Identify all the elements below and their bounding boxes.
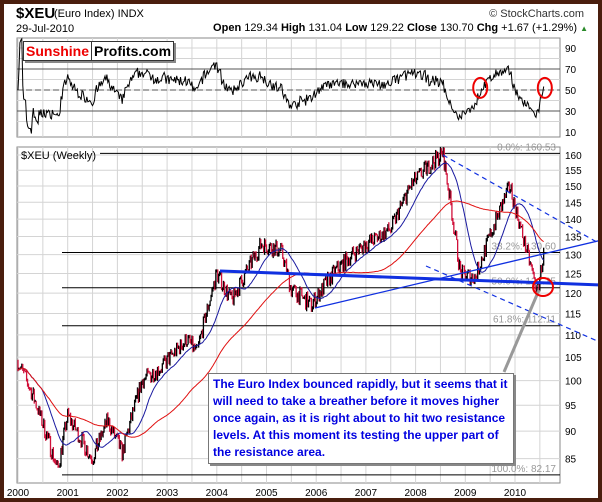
highlight-circle: [536, 76, 553, 99]
y-tick-label: 135: [565, 233, 582, 244]
x-tick-label: 2010: [504, 488, 527, 498]
chg-label: Chg: [476, 22, 499, 34]
rsi-tick-label: 10: [565, 128, 577, 139]
y-tick-label: 115: [565, 310, 581, 321]
y-tick-label: 150: [565, 182, 582, 193]
sunshine-profits-logo: Sunshine Profits.com: [23, 41, 175, 61]
x-tick-label: 2006: [305, 488, 328, 498]
rsi-tick-label: 70: [565, 65, 577, 76]
close-value: 130.70: [440, 22, 474, 34]
y-tick-label: 125: [565, 269, 582, 280]
rsi-tick-label: 50: [565, 86, 577, 97]
up-triangle-icon: ▲: [580, 24, 588, 33]
x-tick-label: 2004: [206, 488, 229, 498]
y-tick-label: 120: [565, 289, 582, 300]
x-tick-label: 2007: [355, 488, 378, 498]
y-tick-label: 85: [565, 455, 577, 466]
x-tick-label: 2005: [255, 488, 278, 498]
y-tick-label: 100: [565, 377, 582, 388]
panel-title: $XEU (Weekly): [21, 150, 96, 162]
rsi-line: [17, 37, 545, 134]
horizontal-support-trendline: [219, 269, 598, 287]
upper-dashed-channel: [442, 154, 598, 244]
close-label: Close: [406, 22, 437, 34]
x-tick-label: 2000: [7, 488, 30, 498]
moving-average-line: [17, 200, 544, 438]
fibonacci-label: 38.2%: 130.60: [492, 241, 557, 252]
y-tick-label: 160: [565, 151, 582, 162]
logo-part1: Sunshine: [24, 42, 93, 60]
date: 29-Jul-2010: [16, 23, 75, 35]
high-value: 131.04: [308, 22, 343, 34]
y-tick-label: 130: [565, 251, 582, 262]
x-tick-label: 2003: [156, 488, 179, 498]
annotation-pointer: [502, 289, 541, 373]
x-tick-label: 2002: [106, 488, 129, 498]
y-tick-label: 145: [565, 198, 582, 209]
rsi-tick-label: 30: [565, 107, 577, 118]
ohlc-readout: Open 129.34 High 131.04 Low 129.22 Close…: [213, 22, 588, 34]
fibonacci-label: 100.0%: 82.17: [492, 464, 557, 475]
symbol: $XEU: [16, 5, 56, 22]
y-tick-label: 90: [565, 427, 577, 438]
low-value: 129.22: [370, 22, 404, 34]
rising-trendline: [314, 240, 598, 309]
y-tick-label: 105: [565, 353, 582, 364]
y-tick-label: 110: [565, 331, 581, 342]
open-value: 129.34: [244, 22, 278, 34]
y-tick-label: 155: [565, 166, 582, 177]
moving-average-line: [17, 162, 545, 448]
y-tick-label: 95: [565, 401, 577, 412]
annotation-note: The Euro Index bounced rapidly, but it s…: [208, 373, 514, 464]
logo-part2: Profits.com: [94, 43, 172, 59]
chg-value: +1.67 (+1.29%): [501, 22, 578, 34]
x-tick-label: 2008: [404, 488, 427, 498]
open-label: Open: [213, 22, 242, 34]
x-tick-label: 2001: [57, 488, 80, 498]
copyright: © StockCharts.com: [489, 8, 584, 20]
y-tick-label: 140: [565, 215, 582, 226]
symbol-name: (Euro Index) INDX: [54, 8, 144, 20]
x-tick-label: 2009: [454, 488, 477, 498]
rsi-tick-label: 90: [565, 44, 577, 55]
fibonacci-label: 0.0%: 160.53: [497, 142, 556, 153]
highlight-circle: [532, 277, 554, 297]
highlight-circle: [472, 76, 489, 99]
low-label: Low: [345, 22, 368, 34]
high-label: High: [280, 22, 306, 34]
